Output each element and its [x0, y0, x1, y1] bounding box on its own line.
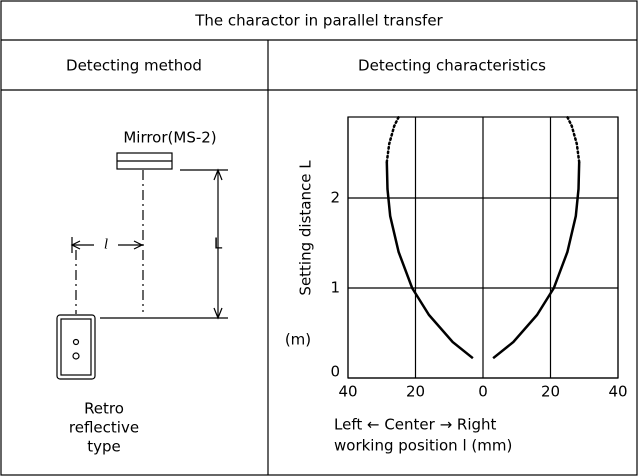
sensor-label: reflective — [69, 419, 139, 437]
distance-label: L — [214, 235, 223, 253]
y-tick-label: 2 — [330, 189, 340, 207]
x-tick-label: 20 — [541, 383, 560, 401]
arrow-heads — [213, 168, 223, 320]
x-tick-label: 40 — [338, 383, 357, 401]
sensor-led — [72, 338, 80, 346]
curve — [385, 115, 400, 164]
sensor — [56, 314, 96, 380]
x-axis-label: Left ← Center → Right — [334, 416, 497, 434]
column-header: Detecting method — [66, 57, 202, 75]
sensor-label: type — [87, 438, 121, 456]
y-tick-label: 1 — [330, 279, 340, 297]
x-tick-label: 20 — [406, 383, 425, 401]
table-title: The charactor in parallel transfer — [194, 12, 443, 30]
x-tick-label: 40 — [608, 383, 627, 401]
y-tick-label: 0 — [330, 363, 340, 381]
curve — [566, 115, 581, 164]
y-axis-unit: (m) — [285, 331, 311, 349]
curve — [385, 161, 474, 360]
y-axis-label: Setting distance L — [297, 160, 315, 296]
sensor-label: Retro — [84, 400, 124, 418]
mirror-label: Mirror(MS-2) — [123, 129, 216, 147]
x-axis-label: working position l (mm) — [334, 437, 512, 455]
column-header: Detecting characteristics — [358, 57, 546, 75]
offset-label: l — [104, 236, 108, 252]
curve — [492, 161, 581, 360]
sensor-face — [60, 318, 92, 376]
x-tick-label: 0 — [478, 383, 488, 401]
sensor-led — [72, 352, 80, 360]
